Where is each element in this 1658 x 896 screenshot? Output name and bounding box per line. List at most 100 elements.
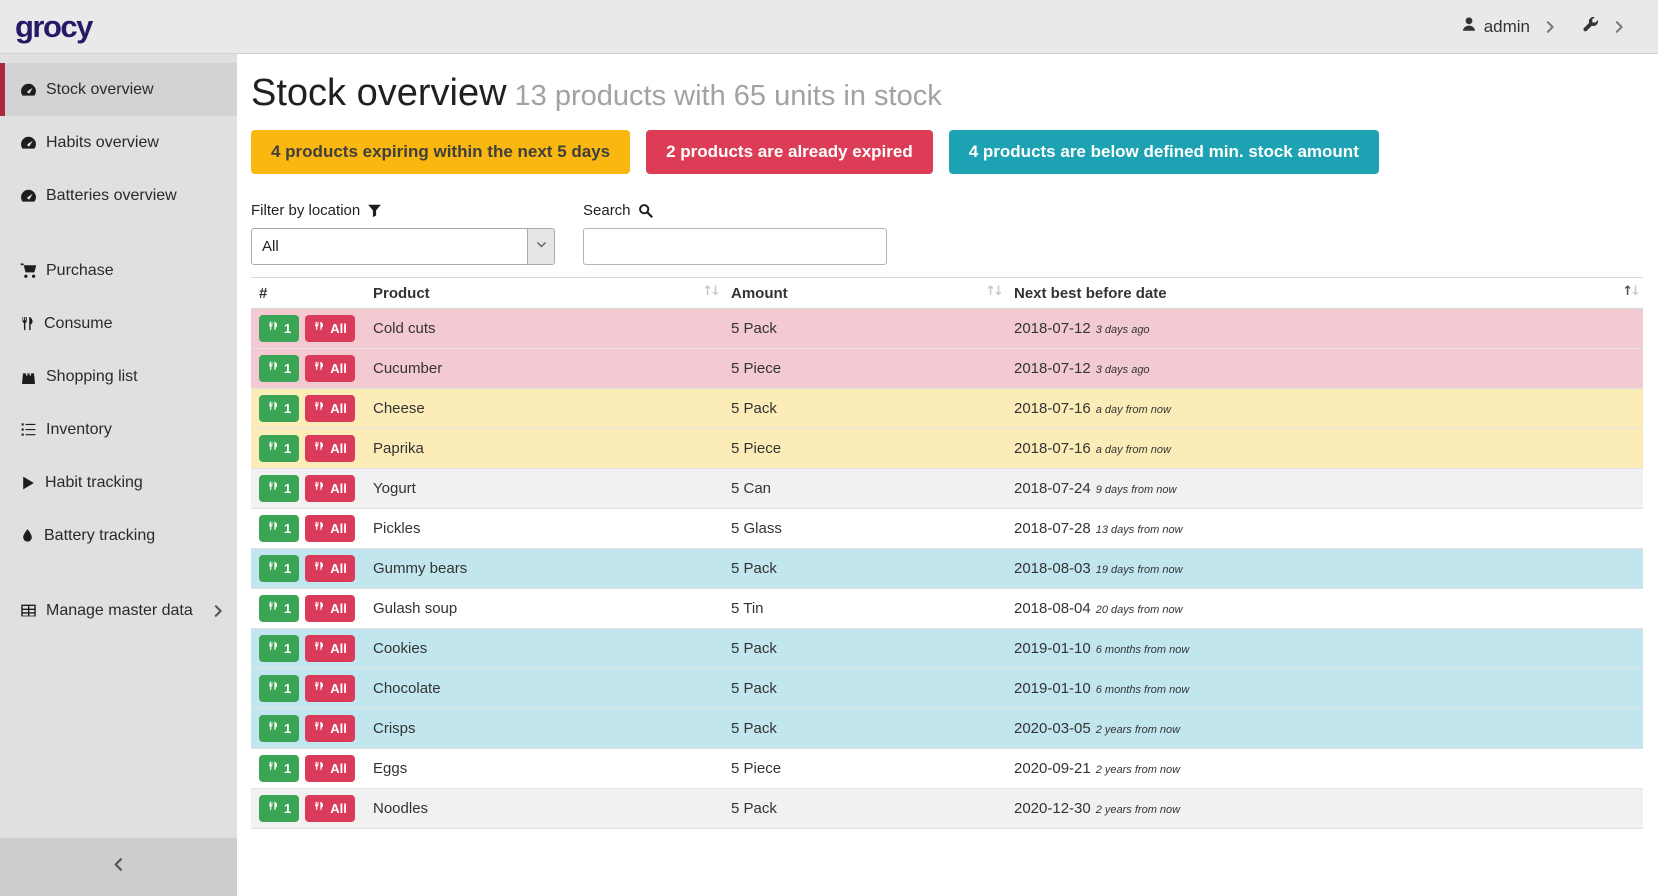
utensils-icon bbox=[313, 761, 325, 776]
best-before-relative: 9 days from now bbox=[1096, 484, 1177, 496]
consume-all-button[interactable]: All bbox=[305, 675, 355, 702]
consume-one-button[interactable]: 1 bbox=[259, 395, 299, 422]
consume-one-button[interactable]: 1 bbox=[259, 475, 299, 502]
table-row: 1AllChocolate5 Pack2019-01-106 months fr… bbox=[251, 669, 1643, 709]
consume-all-button[interactable]: All bbox=[305, 555, 355, 582]
amount-cell: 5 Pack bbox=[723, 669, 1006, 709]
settings-menu-chevron-icon[interactable] bbox=[1612, 20, 1626, 34]
amount-cell: 5 Can bbox=[723, 469, 1006, 509]
consume-all-button[interactable]: All bbox=[305, 795, 355, 822]
table-row: 1AllCrisps5 Pack2020-03-052 years from n… bbox=[251, 709, 1643, 749]
location-filter-block: Filter by location All bbox=[251, 202, 555, 265]
consume-all-button[interactable]: All bbox=[305, 515, 355, 542]
consume-buttons-cell: 1All bbox=[251, 469, 365, 509]
best-before-relative: a day from now bbox=[1096, 404, 1171, 416]
consume-all-button[interactable]: All bbox=[305, 595, 355, 622]
sidebar-item-purchase[interactable]: Purchase bbox=[0, 244, 237, 297]
alert-badge-2[interactable]: 4 products are below defined min. stock … bbox=[949, 130, 1379, 174]
user-menu-chevron-icon[interactable] bbox=[1543, 20, 1557, 34]
sidebar-collapse-button[interactable] bbox=[0, 838, 237, 896]
consume-one-button[interactable]: 1 bbox=[259, 515, 299, 542]
sidebar-item-label: Consume bbox=[44, 315, 112, 333]
amount-cell: 5 Pack bbox=[723, 389, 1006, 429]
sidebar-item-label: Manage master data bbox=[46, 602, 193, 620]
sidebar-item-habits-overview[interactable]: Habits overview bbox=[0, 116, 237, 169]
alert-badge-1[interactable]: 2 products are already expired bbox=[646, 130, 933, 174]
sidebar-nav: Stock overviewHabits overview Batteries o… bbox=[0, 54, 237, 637]
table-icon bbox=[20, 602, 37, 619]
consume-one-button[interactable]: 1 bbox=[259, 355, 299, 382]
best-before-date: 2019-01-10 bbox=[1014, 640, 1091, 657]
sidebar-item-label: Battery tracking bbox=[44, 527, 155, 545]
consume-one-button[interactable]: 1 bbox=[259, 315, 299, 342]
column-header-next-best-before-date[interactable]: Next best before date↑↓ bbox=[1006, 278, 1643, 309]
consume-buttons-cell: 1All bbox=[251, 309, 365, 349]
sidebar-item-label: Purchase bbox=[46, 262, 114, 280]
consume-all-button[interactable]: All bbox=[305, 355, 355, 382]
utensils-icon bbox=[313, 481, 325, 496]
utensils-icon bbox=[20, 316, 35, 331]
utensils-icon bbox=[267, 641, 279, 656]
utensils-icon bbox=[267, 441, 279, 456]
sidebar-item-manage-master-data[interactable]: Manage master data bbox=[0, 584, 237, 637]
sidebar-item-shopping-list[interactable]: Shopping list bbox=[0, 350, 237, 403]
search-input[interactable] bbox=[583, 228, 887, 265]
tachometer-icon bbox=[20, 134, 37, 151]
amount-cell: 5 Tin bbox=[723, 589, 1006, 629]
consume-all-button[interactable]: All bbox=[305, 755, 355, 782]
consume-all-button[interactable]: All bbox=[305, 715, 355, 742]
best-before-relative: 6 months from now bbox=[1096, 644, 1190, 656]
consume-one-button[interactable]: 1 bbox=[259, 635, 299, 662]
column-header-amount[interactable]: Amount↑↓ bbox=[723, 278, 1006, 309]
alert-badge-0[interactable]: 4 products expiring within the next 5 da… bbox=[251, 130, 630, 174]
best-before-relative: 2 years from now bbox=[1096, 724, 1180, 736]
consume-one-button[interactable]: 1 bbox=[259, 795, 299, 822]
best-before-date: 2018-07-24 bbox=[1014, 480, 1091, 497]
location-select[interactable]: All bbox=[251, 228, 555, 265]
filter-icon bbox=[367, 203, 382, 218]
best-before-cell: 2018-07-12 3 days ago bbox=[1006, 349, 1643, 389]
best-before-relative: 3 days ago bbox=[1096, 364, 1150, 376]
product-cell: Cookies bbox=[365, 629, 723, 669]
sort-arrows-icon: ↑↓ bbox=[1622, 284, 1638, 299]
utensils-icon bbox=[313, 721, 325, 736]
amount-cell: 5 Piece bbox=[723, 749, 1006, 789]
user-menu[interactable]: admin bbox=[1461, 16, 1530, 37]
utensils-icon bbox=[267, 321, 279, 336]
sidebar-item-battery-tracking[interactable]: Battery tracking bbox=[0, 509, 237, 562]
settings-menu[interactable] bbox=[1582, 16, 1599, 38]
column-header-product[interactable]: Product↑↓ bbox=[365, 278, 723, 309]
tachometer-icon bbox=[20, 187, 37, 204]
consume-all-button[interactable]: All bbox=[305, 435, 355, 462]
utensils-icon bbox=[313, 641, 325, 656]
consume-buttons-cell: 1All bbox=[251, 349, 365, 389]
consume-all-button[interactable]: All bbox=[305, 635, 355, 662]
sidebar-item-habit-tracking[interactable]: Habit tracking bbox=[0, 456, 237, 509]
consume-one-button[interactable]: 1 bbox=[259, 595, 299, 622]
consume-all-button[interactable]: All bbox=[305, 475, 355, 502]
sidebar-item-consume[interactable]: Consume bbox=[0, 297, 237, 350]
consume-one-button[interactable]: 1 bbox=[259, 755, 299, 782]
sidebar-item-batteries-overview[interactable]: Batteries overview bbox=[0, 169, 237, 222]
sidebar-item-inventory[interactable]: Inventory bbox=[0, 403, 237, 456]
sidebar-item-label: Batteries overview bbox=[46, 187, 177, 205]
consume-one-button[interactable]: 1 bbox=[259, 435, 299, 462]
sidebar-item-stock-overview[interactable]: Stock overview bbox=[0, 63, 237, 116]
consume-one-button[interactable]: 1 bbox=[259, 675, 299, 702]
consume-one-button[interactable]: 1 bbox=[259, 715, 299, 742]
consume-all-button[interactable]: All bbox=[305, 395, 355, 422]
consume-buttons-cell: 1All bbox=[251, 789, 365, 829]
consume-all-button[interactable]: All bbox=[305, 315, 355, 342]
utensils-icon bbox=[313, 561, 325, 576]
select-dropdown-button[interactable] bbox=[527, 229, 554, 264]
app-logo[interactable]: grocy bbox=[15, 9, 92, 45]
best-before-relative: 6 months from now bbox=[1096, 684, 1190, 696]
top-navbar: grocy admin bbox=[0, 0, 1658, 54]
table-row: 1AllGulash soup5 Tin2018-08-0420 days fr… bbox=[251, 589, 1643, 629]
search-block: Search bbox=[583, 202, 887, 265]
best-before-date: 2018-07-12 bbox=[1014, 360, 1091, 377]
table-row: 1AllNoodles5 Pack2020-12-302 years from … bbox=[251, 789, 1643, 829]
consume-one-button[interactable]: 1 bbox=[259, 555, 299, 582]
wrench-icon bbox=[1582, 16, 1599, 38]
utensils-icon bbox=[313, 401, 325, 416]
